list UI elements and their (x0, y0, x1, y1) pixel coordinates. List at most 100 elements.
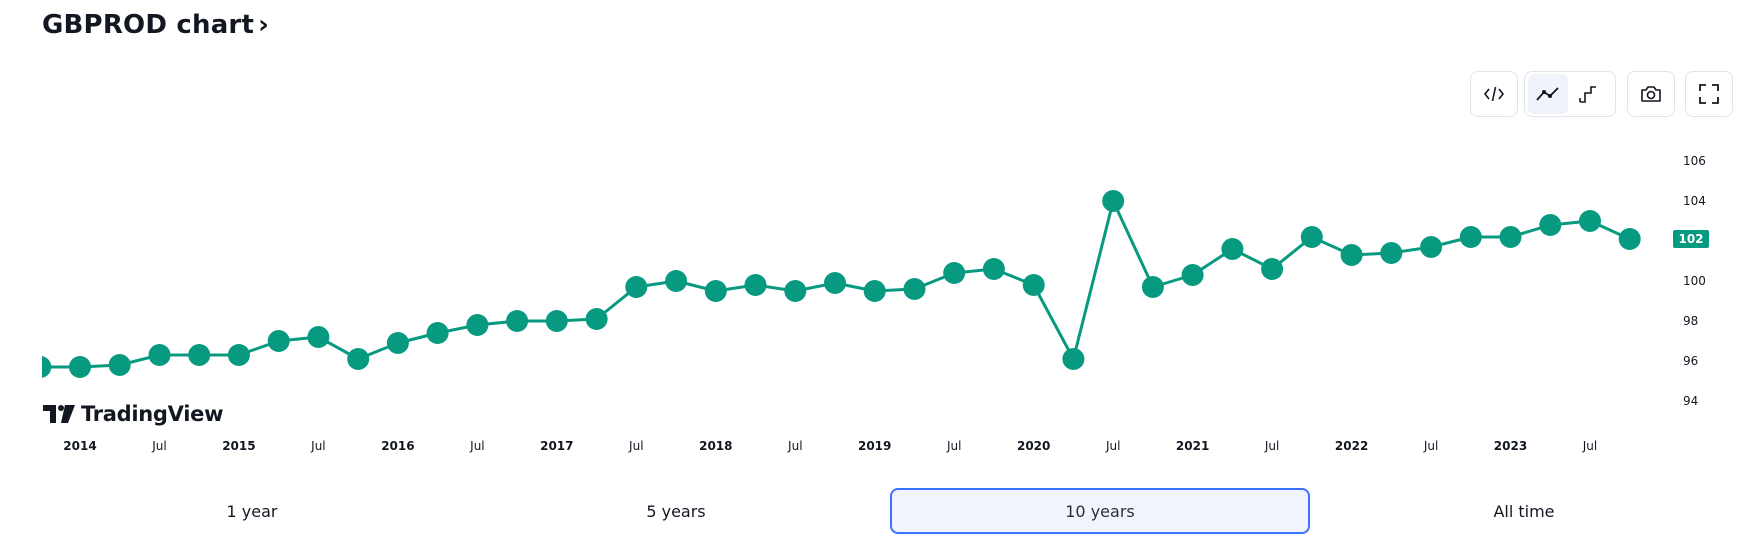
data-point[interactable] (1618, 228, 1641, 250)
tradingview-logo-icon (43, 405, 75, 423)
tradingview-logo[interactable]: TradingView (43, 402, 223, 426)
data-point[interactable] (506, 310, 529, 332)
chart-style-group (1524, 71, 1616, 117)
camera-icon (1641, 86, 1661, 102)
x-tick-label: 2020 (1017, 439, 1050, 453)
data-point[interactable] (665, 270, 688, 292)
y-tick-label: 100 (1683, 274, 1706, 288)
embed-code-icon (1483, 86, 1505, 102)
line-chart: 94 96 98 100 102 104 106 2014 Jul 2015 Jul 2016 Jul… (29, 154, 1709, 453)
data-point[interactable] (1261, 258, 1284, 280)
data-point[interactable] (188, 344, 211, 366)
x-tick-label: 2014 (63, 439, 96, 453)
data-point[interactable] (108, 354, 131, 376)
data-point[interactable] (585, 308, 608, 330)
data-point[interactable] (1221, 238, 1244, 260)
data-point[interactable] (1539, 214, 1562, 236)
x-tick-label: 2016 (381, 439, 414, 453)
embed-button[interactable] (1474, 74, 1514, 114)
range-label: All time (1493, 501, 1555, 521)
plot-area (29, 190, 1641, 378)
range-5-years-button[interactable]: 5 years (466, 488, 886, 534)
fullscreen-group (1685, 71, 1733, 117)
step-style-button[interactable] (1568, 74, 1608, 114)
x-tick-label: Jul (787, 439, 802, 453)
range-10-years-button[interactable]: 10 years (890, 488, 1310, 534)
data-point[interactable] (227, 344, 250, 366)
y-tick-label: 98 (1683, 314, 1698, 328)
x-tick-label: Jul (628, 439, 643, 453)
x-tick-label: Jul (1264, 439, 1279, 453)
embed-group (1470, 71, 1518, 117)
data-point[interactable] (1380, 242, 1403, 264)
data-point[interactable] (1340, 244, 1363, 266)
y-axis: 949698100102104106 (1683, 154, 1706, 408)
range-label: 1 year (226, 501, 278, 521)
x-tick-label: 2022 (1335, 439, 1368, 453)
x-tick-label: 2019 (858, 439, 891, 453)
chevron-right-icon: › (258, 10, 270, 40)
range-all-time-button[interactable]: All time (1314, 488, 1734, 534)
last-value-label: 102 (1678, 232, 1703, 246)
x-tick-label: Jul (946, 439, 961, 453)
data-point[interactable] (29, 356, 52, 378)
x-tick-label: 2018 (699, 439, 732, 453)
range-label: 10 years (1065, 501, 1135, 521)
data-point[interactable] (545, 310, 568, 332)
data-point[interactable] (347, 348, 370, 370)
last-value-badge-bg (1673, 230, 1709, 248)
data-point[interactable] (784, 280, 807, 302)
data-point[interactable] (903, 278, 926, 300)
x-tick-label: Jul (1423, 439, 1438, 453)
data-point[interactable] (982, 258, 1005, 280)
data-point[interactable] (1022, 274, 1045, 296)
line-chart-icon (1536, 87, 1559, 101)
data-point[interactable] (1459, 226, 1482, 248)
data-point[interactable] (69, 356, 91, 378)
data-point[interactable] (1499, 226, 1522, 248)
fullscreen-button[interactable] (1689, 74, 1729, 114)
data-point[interactable] (1062, 348, 1085, 370)
data-point[interactable] (148, 344, 171, 366)
data-point[interactable] (1102, 190, 1125, 212)
y-tick-label: 96 (1683, 354, 1698, 368)
data-point[interactable] (426, 322, 449, 344)
range-label: 5 years (646, 501, 706, 521)
y-tick-label: 106 (1683, 154, 1706, 168)
data-point[interactable] (1141, 276, 1164, 298)
data-point[interactable] (1420, 236, 1443, 258)
data-point[interactable] (625, 276, 648, 298)
x-tick-label: Jul (469, 439, 484, 453)
x-tick-label: 2017 (540, 439, 573, 453)
fullscreen-icon (1699, 84, 1719, 104)
data-point[interactable] (943, 262, 966, 284)
x-tick-label: Jul (1105, 439, 1120, 453)
range-1-year-button[interactable]: 1 year (42, 488, 462, 534)
screenshot-button[interactable] (1631, 74, 1671, 114)
step-chart-icon (1579, 86, 1596, 103)
x-axis: 2014 Jul 2015 Jul 2016 Jul 2017 Jul 2018 Jul 2019 J… (63, 439, 1597, 453)
data-point[interactable] (704, 280, 727, 302)
data-point[interactable] (1300, 226, 1323, 248)
x-tick-label: Jul (310, 439, 325, 453)
data-point[interactable] (466, 314, 489, 336)
last-value-badge: 102 (1673, 230, 1709, 248)
line-style-button[interactable] (1528, 74, 1568, 114)
data-point[interactable] (824, 272, 846, 294)
y-tick-label: 104 (1683, 194, 1706, 208)
data-point[interactable] (1181, 264, 1204, 286)
x-tick-label: Jul (151, 439, 166, 453)
x-tick-label: 2023 (1494, 439, 1527, 453)
x-tick-label: 2015 (222, 439, 255, 453)
data-point[interactable] (307, 326, 330, 348)
data-point[interactable] (863, 280, 886, 302)
tradingview-logo-text: TradingView (81, 402, 224, 426)
data-point[interactable] (1579, 210, 1601, 232)
data-point[interactable] (386, 332, 409, 354)
chart-title-link[interactable]: GBPROD chart › (42, 10, 269, 40)
data-point[interactable] (744, 274, 767, 296)
screenshot-group (1627, 71, 1675, 117)
data-point[interactable] (267, 330, 290, 352)
page-title: GBPROD chart (42, 10, 255, 40)
